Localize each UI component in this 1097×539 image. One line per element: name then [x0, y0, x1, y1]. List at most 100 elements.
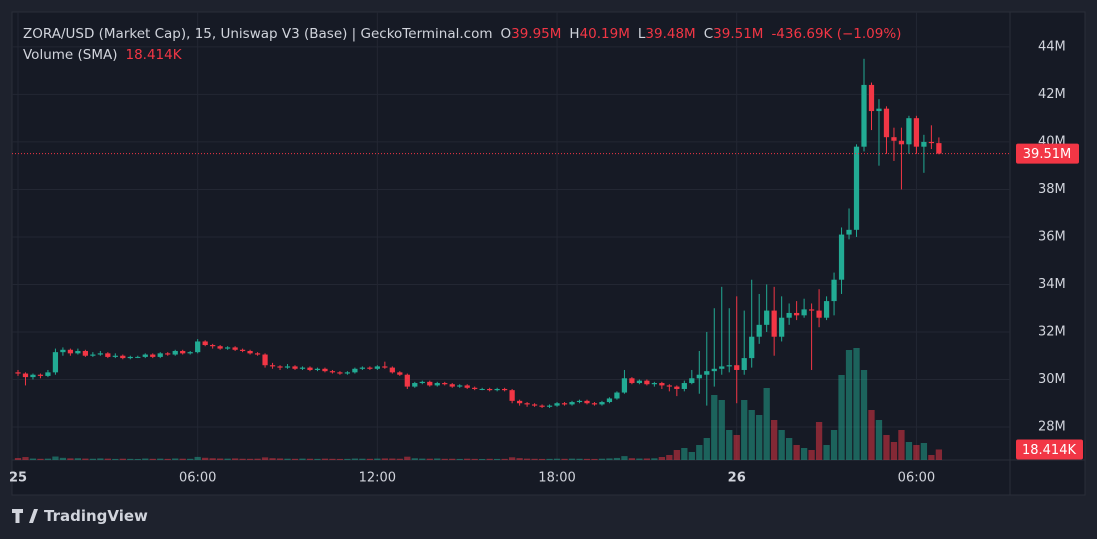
- candle-body: [599, 402, 605, 405]
- candle-body: [352, 368, 358, 373]
- candle-body: [427, 381, 433, 386]
- y-tick-label: 36M: [1038, 229, 1066, 244]
- candle-body: [816, 310, 822, 318]
- volume-bar: [681, 448, 688, 460]
- volume-bar: [613, 457, 621, 460]
- volume-bar: [471, 458, 478, 460]
- volume-bar: [381, 458, 388, 460]
- candle-body: [187, 352, 193, 354]
- candle-body: [269, 365, 276, 367]
- volume-bar: [179, 458, 186, 460]
- volume-bar: [194, 456, 201, 460]
- candle-body: [479, 388, 485, 390]
- candle-body: [561, 403, 568, 405]
- candle-body: [127, 356, 133, 359]
- volume-bar: [621, 456, 628, 460]
- volume-bar: [426, 458, 433, 460]
- volume-bar: [336, 458, 344, 460]
- volume-bar: [359, 458, 366, 460]
- candle-body: [883, 108, 890, 138]
- volume-bar: [157, 458, 164, 460]
- candle-body: [891, 137, 897, 141]
- candle-body: [838, 234, 845, 280]
- volume-bar: [216, 458, 224, 460]
- candle-body: [794, 312, 800, 316]
- last-price-badge: [1016, 143, 1079, 164]
- volume-bar: [202, 457, 209, 460]
- candle-body: [307, 367, 313, 370]
- volume-bar: [815, 422, 823, 460]
- volume-bar: [838, 375, 845, 460]
- volume-bar: [142, 458, 149, 460]
- volume-bar: [771, 420, 778, 460]
- candle-body: [621, 378, 628, 393]
- candle-body: [726, 365, 732, 367]
- candle-body: [239, 349, 246, 351]
- volume-bar: [479, 458, 486, 460]
- symbol-row: ZORA/USD (Market Cap), 15, Uniswap V3 (B…: [23, 24, 901, 45]
- volume-bar: [127, 458, 134, 460]
- ohlc-value: 39.95M: [511, 26, 562, 42]
- volume-bar: [231, 458, 239, 460]
- candle-body: [808, 309, 815, 311]
- candle-body: [419, 381, 425, 384]
- x-tick-label: 26: [728, 471, 746, 486]
- candle-body: [741, 358, 747, 370]
- candle-body: [382, 366, 388, 368]
- volume-bar: [501, 458, 508, 460]
- volume-bar: [546, 458, 553, 460]
- volume-bar: [898, 430, 905, 460]
- footer[interactable]: TradingView: [12, 507, 148, 525]
- candle-body: [374, 366, 380, 369]
- change: -436.69K (−1.09%): [771, 26, 902, 42]
- candle-body: [629, 378, 635, 384]
- volume-bar: [890, 442, 898, 460]
- candle-body: [22, 373, 29, 378]
- candle-body: [434, 383, 440, 386]
- volume-bar: [486, 458, 493, 460]
- volume-bar: [598, 458, 606, 460]
- brand-logo: [12, 509, 38, 523]
- volume-bar: [553, 458, 561, 460]
- candle-body: [97, 353, 103, 355]
- candle-body: [254, 353, 261, 355]
- candle-body: [135, 356, 141, 358]
- candle-body: [801, 309, 807, 316]
- volume-bar: [396, 458, 403, 460]
- ohlc: O39.95M H40.19M L39.48M C39.51M: [492, 26, 763, 42]
- candle-body: [210, 345, 216, 347]
- candle-body: [516, 400, 523, 404]
- volume-bar: [404, 456, 411, 460]
- y-tick-label: 32M: [1038, 324, 1066, 339]
- volume-bar: [860, 370, 868, 460]
- volume-bar: [494, 458, 501, 460]
- volume-bar: [508, 457, 516, 460]
- volume-bar: [696, 445, 703, 460]
- x-tick-label: 06:00: [898, 471, 935, 486]
- candle-body: [779, 317, 785, 337]
- volume-bar: [576, 458, 583, 460]
- volume-bar: [306, 458, 314, 460]
- candle-body: [674, 386, 680, 389]
- candle-body: [936, 143, 942, 154]
- candle-body: [472, 387, 478, 389]
- volume-bar: [321, 458, 329, 460]
- candle-body: [531, 404, 538, 406]
- x-tick-label: 18:00: [538, 471, 575, 486]
- candle-body: [524, 403, 530, 405]
- candle-body: [292, 366, 298, 369]
- candle-body: [52, 352, 59, 373]
- candle-body: [546, 405, 553, 407]
- candle-body: [539, 405, 545, 407]
- volume-bar: [134, 458, 141, 460]
- volume-bar: [239, 458, 246, 460]
- volume-bar: [606, 458, 613, 460]
- candle-body: [344, 372, 351, 374]
- volume-bar: [44, 458, 52, 460]
- volume-bar: [726, 430, 733, 460]
- ohlc-key: C: [703, 26, 714, 42]
- candle-body: [487, 388, 493, 391]
- y-tick-label: 42M: [1038, 87, 1066, 102]
- volume-bar: [89, 458, 97, 460]
- candle-body: [928, 141, 935, 144]
